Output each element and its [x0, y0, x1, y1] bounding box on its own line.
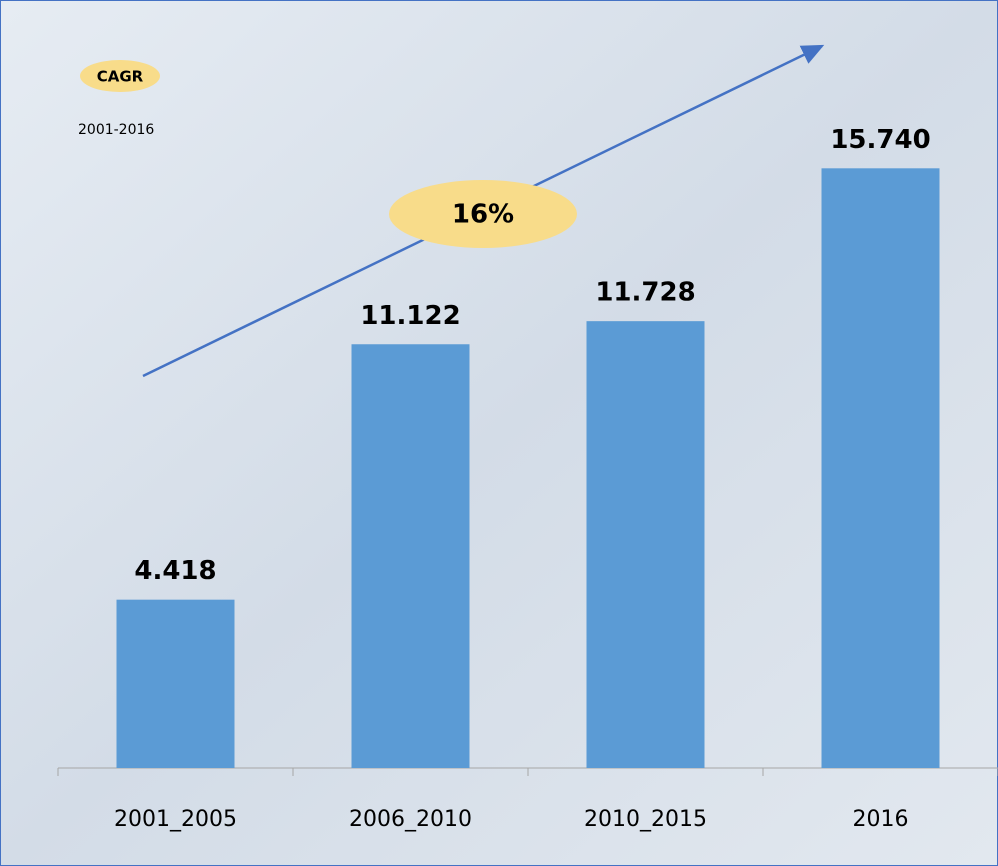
value-label: 11.728: [595, 278, 695, 308]
x-tick-label: 2001_2005: [114, 807, 237, 832]
cagr-label: CAGR: [97, 68, 144, 86]
bar: [351, 344, 470, 768]
x-tick-label: 2010_2015: [584, 807, 707, 832]
bar: [116, 599, 235, 768]
cagr-badge: [80, 60, 160, 92]
value-label: 11.122: [360, 301, 460, 331]
period-label: 2001-2016: [78, 122, 154, 138]
value-label: 4.418: [134, 556, 216, 586]
x-tick-label: 2006_2010: [349, 807, 472, 832]
x-tick-label: 2016: [853, 807, 909, 832]
rate-badge: [389, 180, 577, 248]
value-label: 15.740: [830, 125, 930, 155]
bar: [821, 168, 940, 768]
rate-label: 16%: [452, 200, 514, 230]
bar: [586, 321, 705, 768]
